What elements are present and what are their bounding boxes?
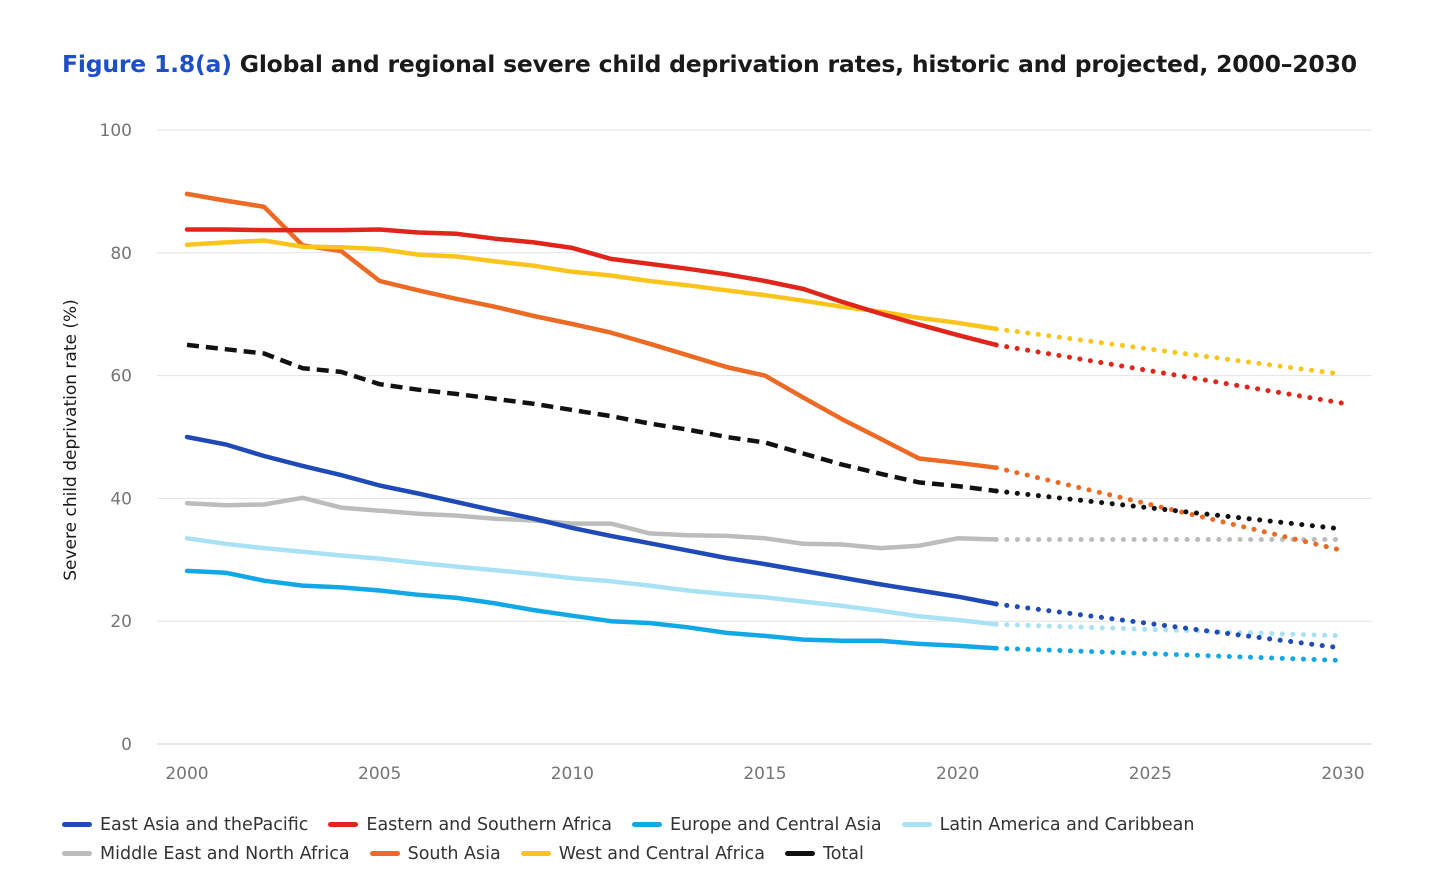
x-tick-label: 2010 — [551, 764, 594, 784]
historic-line-europe-and-central-asia — [184, 568, 999, 651]
legend-swatch — [62, 822, 92, 827]
projected-line-south-asia — [993, 465, 1346, 554]
historic-line-eastern-and-southern-africa — [184, 227, 999, 348]
x-tick-label: 2000 — [165, 764, 208, 784]
chart-title: Figure 1.8(a) Global and regional severe… — [62, 50, 1357, 78]
series-east-asia-and-thepacific — [184, 434, 1346, 651]
legend-label: Total — [823, 843, 864, 864]
projected-line-latin-america-and-caribbean — [993, 621, 1346, 639]
legend-item-west-and-central-africa: West and Central Africa — [520, 843, 765, 864]
legend-item-south-asia: South Asia — [369, 843, 501, 864]
line-chart: 0 20 40 60 80 100 2000 2005 2010 2015 2020 2025 203… — [61, 121, 1372, 784]
legend-row: East Asia and thePacific Eastern and Sout… — [62, 810, 1402, 839]
legend: East Asia and thePacific Eastern and Sout… — [62, 810, 1402, 868]
legend-swatch — [328, 822, 359, 827]
gridlines — [157, 129, 1372, 745]
legend-label: Latin America and Caribbean — [939, 814, 1195, 835]
series-latin-america-and-caribbean — [184, 536, 1346, 639]
x-tick-label: 2030 — [1321, 764, 1364, 784]
series-west-and-central-africa — [184, 238, 1346, 377]
legend-label: South Asia — [407, 843, 501, 864]
historic-line-middle-east-and-north-africa — [184, 495, 999, 551]
series-lines — [184, 191, 1346, 663]
historic-line-latin-america-and-caribbean — [184, 536, 999, 627]
legend-label: Europe and Central Asia — [670, 814, 882, 835]
x-tick-label: 2025 — [1129, 764, 1172, 784]
legend-label: Middle East and North Africa — [100, 843, 350, 864]
series-total — [186, 342, 1346, 532]
legend-swatch — [632, 822, 663, 827]
y-axis-ticks: 0 20 40 60 80 100 — [100, 121, 132, 755]
legend-item-middle-east-and-north-africa: Middle East and North Africa — [62, 844, 350, 864]
legend-label: East Asia and thePacific — [100, 814, 309, 835]
legend-swatch — [785, 851, 815, 856]
x-tick-label: 2005 — [358, 764, 401, 784]
y-tick-label: 60 — [110, 367, 132, 387]
legend-label: Eastern and Southern Africa — [366, 814, 613, 835]
historic-line-south-asia — [184, 191, 999, 470]
y-tick-label: 40 — [110, 489, 132, 509]
legend-swatch — [62, 851, 92, 856]
series-middle-east-and-north-africa — [184, 495, 1346, 551]
historic-line-east-asia-and-thepacific — [184, 434, 999, 607]
y-axis-label: Severe child deprivation rate (%) — [61, 299, 81, 581]
series-eastern-and-southern-africa — [184, 227, 1346, 406]
y-tick-label: 0 — [121, 735, 132, 755]
projected-line-europe-and-central-asia — [993, 645, 1346, 663]
legend-item-eastern-and-southern-africa: Eastern and Southern Africa — [328, 815, 612, 835]
y-tick-label: 80 — [110, 244, 132, 264]
legend-item-total: Total — [785, 844, 864, 864]
series-europe-and-central-asia — [184, 568, 1346, 663]
legend-row: Middle East and North Africa South Asia We… — [62, 839, 1402, 868]
projected-line-eastern-and-southern-africa — [993, 342, 1346, 406]
legend-swatch — [369, 851, 400, 856]
y-tick-label: 100 — [100, 121, 132, 141]
legend-swatch — [520, 851, 551, 856]
figure-title: Global and regional severe child depriva… — [239, 50, 1357, 78]
legend-item-east-asia-and-thepacific: East Asia and thePacific — [62, 815, 308, 835]
x-tick-label: 2015 — [743, 764, 786, 784]
figure-number: Figure 1.8(a) — [62, 50, 232, 78]
x-tick-label: 2020 — [936, 764, 979, 784]
historic-line-total — [186, 342, 997, 494]
y-tick-label: 20 — [110, 612, 132, 632]
legend-item-latin-america-and-caribbean: Latin America and Caribbean — [901, 814, 1195, 835]
x-axis-ticks: 2000 2005 2010 2015 2020 2025 2030 — [165, 764, 1364, 784]
legend-label: West and Central Africa — [558, 843, 765, 864]
legend-swatch — [901, 822, 932, 827]
legend-item-europe-and-central-asia: Europe and Central Asia — [632, 815, 882, 835]
